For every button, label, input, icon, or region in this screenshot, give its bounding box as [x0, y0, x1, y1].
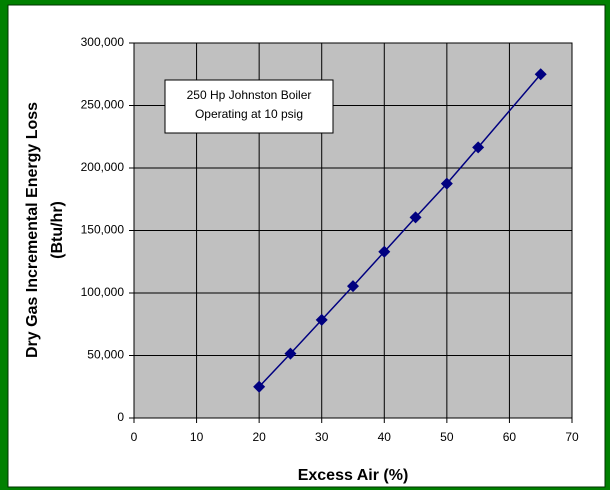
x-axis-label: Excess Air (%) [298, 467, 409, 484]
marker [253, 380, 266, 393]
y-axis-label: (Btu/hr) [49, 201, 66, 259]
y-tick-label: 50,000 [87, 348, 124, 362]
x-tick-label: 70 [565, 430, 579, 444]
y-axis-label: Dry Gas Incremental Energy Loss [24, 102, 41, 358]
y-tick-label: 100,000 [81, 285, 125, 299]
marker [284, 347, 297, 360]
y-tick-label: 150,000 [81, 223, 125, 237]
y-tick-label: 0 [117, 410, 124, 424]
y-tick-label: 200,000 [81, 160, 125, 174]
marker [534, 68, 547, 81]
marker [440, 177, 453, 190]
x-tick-label: 30 [315, 430, 329, 444]
annotation: 250 Hp Johnston Boiler [187, 88, 312, 102]
y-tick-label: 300,000 [81, 35, 125, 49]
marker [409, 211, 422, 224]
x-tick-label: 20 [252, 430, 266, 444]
x-tick-label: 50 [440, 430, 454, 444]
x-tick-label: 0 [131, 430, 138, 444]
marker [378, 245, 391, 258]
y-tick-label: 250,000 [81, 98, 125, 112]
marker [347, 280, 359, 293]
annotation: Operating at 10 psig [195, 107, 303, 121]
plot-border [133, 42, 573, 419]
marker [315, 313, 328, 326]
x-tick-label: 10 [190, 430, 204, 444]
marker [472, 141, 485, 154]
x-tick-label: 60 [503, 430, 517, 444]
annotation-box [164, 79, 334, 134]
x-tick-label: 40 [378, 430, 392, 444]
